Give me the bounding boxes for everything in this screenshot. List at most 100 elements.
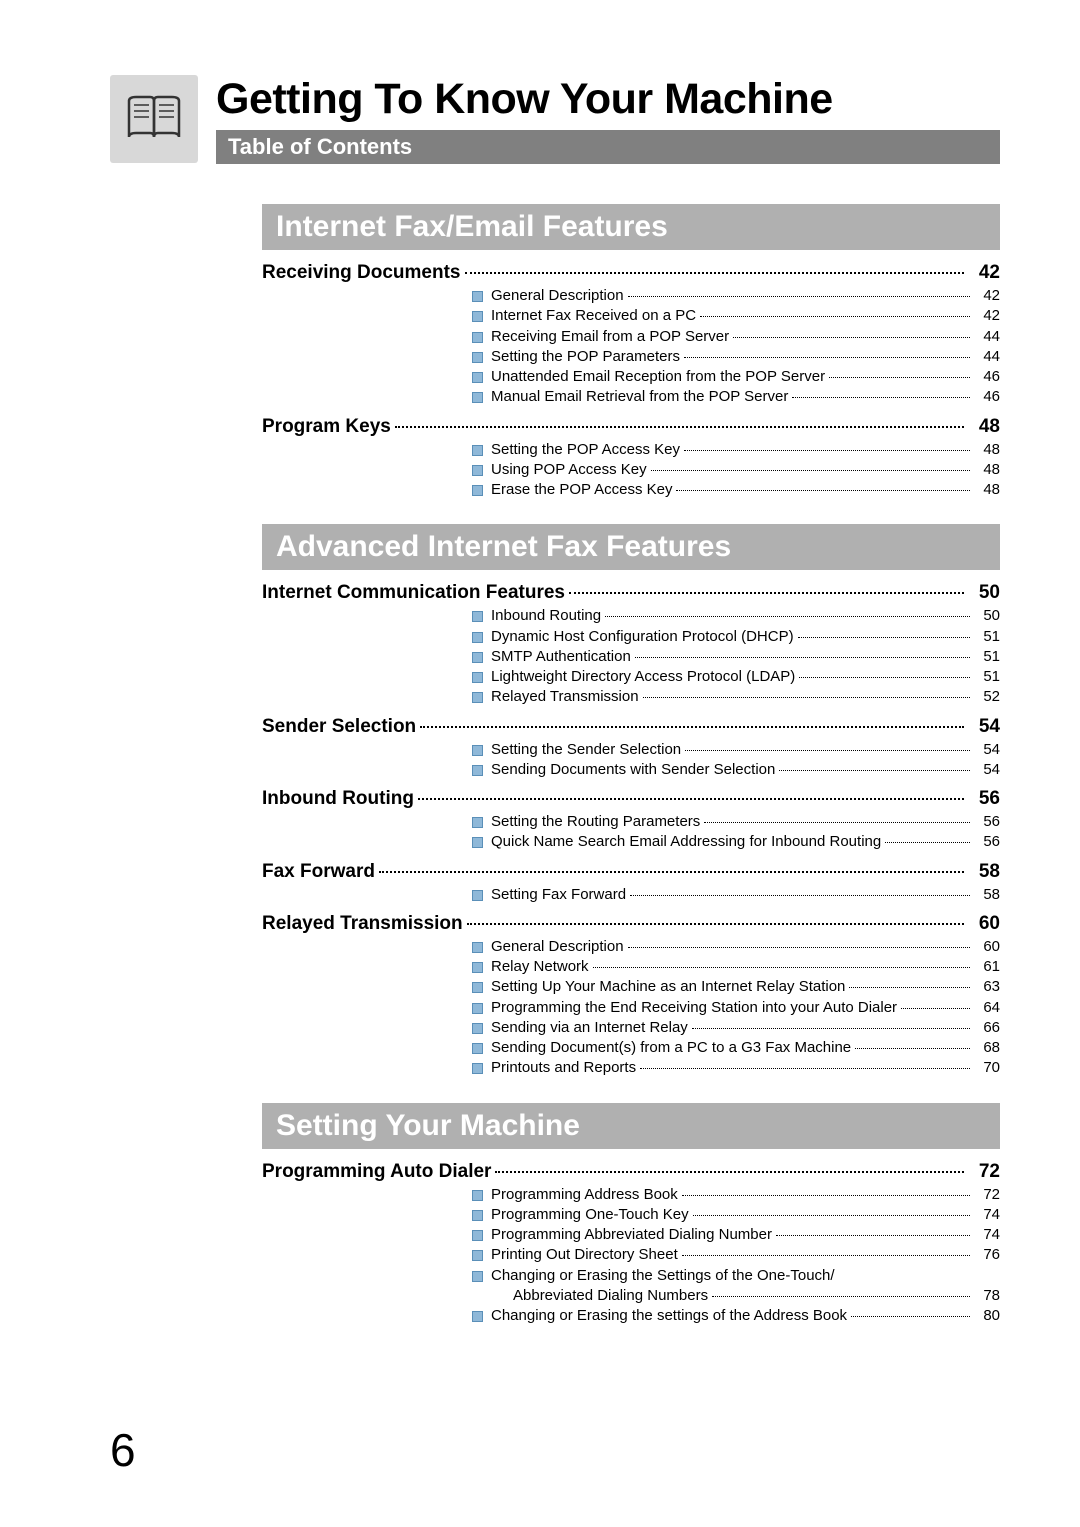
leader-dots (395, 426, 964, 428)
bullet-icon (472, 392, 483, 403)
sub-item-label: Setting the POP Parameters (491, 347, 680, 367)
sub-item-page: 46 (974, 387, 1000, 407)
topic-row[interactable]: Program Keys48 (262, 416, 1000, 438)
topic-row[interactable]: Fax Forward58 (262, 861, 1000, 883)
sub-item-row[interactable]: Printouts and Reports 70 (472, 1058, 1000, 1078)
sub-item-row[interactable]: Sending Documents with Sender Selection 5… (472, 760, 1000, 780)
leader-dots (635, 657, 970, 658)
sub-item-page: 42 (974, 306, 1000, 326)
topic-label: Receiving Documents (262, 262, 461, 284)
sub-item-continuation[interactable]: Abbreviated Dialing Numbers 78 (472, 1286, 1000, 1306)
sub-item-row[interactable]: Quick Name Search Email Addressing for I… (472, 832, 1000, 852)
sub-item-label: Setting the Sender Selection (491, 740, 681, 760)
sub-item-row[interactable]: Setting the POP Access Key48 (472, 440, 1000, 460)
sub-item-row[interactable]: Relay Network61 (472, 957, 1000, 977)
sub-item-row[interactable]: Sending Document(s) from a PC to a G3 Fa… (472, 1038, 1000, 1058)
bullet-icon (472, 1210, 483, 1221)
topic-row[interactable]: Programming Auto Dialer72 (262, 1161, 1000, 1183)
leader-dots (569, 592, 964, 594)
sub-item-label: Dynamic Host Configuration Protocol (DHC… (491, 627, 794, 647)
sub-item-row[interactable]: Internet Fax Received on a PC 42 (472, 306, 1000, 326)
sub-item-page: 74 (974, 1225, 1000, 1245)
topic-row[interactable]: Sender Selection54 (262, 716, 1000, 738)
sub-item-row[interactable]: Programming the End Receiving Station in… (472, 998, 1000, 1018)
topic-label: Program Keys (262, 416, 391, 438)
leader-dots (467, 923, 964, 925)
sub-item-row[interactable]: Setting Up Your Machine as an Internet R… (472, 977, 1000, 997)
bullet-icon (472, 837, 483, 848)
sub-item-row[interactable]: Printing Out Directory Sheet76 (472, 1245, 1000, 1265)
sub-item-row[interactable]: Manual Email Retrieval from the POP Serv… (472, 387, 1000, 407)
sub-item-row[interactable]: Programming Abbreviated Dialing Number74 (472, 1225, 1000, 1245)
topic-row[interactable]: Inbound Routing56 (262, 788, 1000, 810)
sub-item-label: Internet Fax Received on a PC (491, 306, 696, 326)
topic-row[interactable]: Internet Communication Features50 (262, 582, 1000, 604)
leader-dots (885, 842, 970, 843)
topic-row[interactable]: Relayed Transmission60 (262, 913, 1000, 935)
leader-dots (712, 1296, 970, 1297)
topic-page: 50 (968, 582, 1000, 604)
bullet-icon (472, 291, 483, 302)
leader-dots (418, 798, 964, 800)
bullet-icon (472, 1271, 483, 1282)
sub-item-row[interactable]: General Description42 (472, 286, 1000, 306)
leader-dots (851, 1316, 970, 1317)
sub-item-row[interactable]: Erase the POP Access Key48 (472, 480, 1000, 500)
sub-item-page: 78 (974, 1286, 1000, 1306)
sub-item-row[interactable]: Setting the Routing Parameters 56 (472, 812, 1000, 832)
main-title: Getting To Know Your Machine (216, 75, 1000, 124)
sub-item-label: Quick Name Search Email Addressing for I… (491, 832, 881, 852)
sub-item-page: 54 (974, 760, 1000, 780)
sub-item-row[interactable]: Programming Address Book72 (472, 1185, 1000, 1205)
sub-item-row[interactable]: SMTP Authentication51 (472, 647, 1000, 667)
sub-item-label: Relay Network (491, 957, 589, 977)
sub-item-row[interactable]: Dynamic Host Configuration Protocol (DHC… (472, 627, 1000, 647)
sub-item-page: 46 (974, 367, 1000, 387)
sub-item-page: 56 (974, 812, 1000, 832)
sub-item-page: 70 (974, 1058, 1000, 1078)
sub-item-row[interactable]: Inbound Routing50 (472, 606, 1000, 626)
sub-item-row[interactable]: Setting Fax Forward58 (472, 885, 1000, 905)
sub-item-label: Inbound Routing (491, 606, 601, 626)
sub-item-row[interactable]: Sending via an Internet Relay66 (472, 1018, 1000, 1038)
leader-dots (792, 397, 970, 398)
sub-item-label: Setting the Routing Parameters (491, 812, 700, 832)
sub-item-row[interactable]: Receiving Email from a POP Server44 (472, 327, 1000, 347)
sub-item-page: 80 (974, 1306, 1000, 1326)
bullet-icon (472, 1230, 483, 1241)
bullet-icon (472, 1043, 483, 1054)
sub-item-label: Printouts and Reports (491, 1058, 636, 1078)
sub-item-cont-label: Abbreviated Dialing Numbers (491, 1286, 708, 1306)
sub-item-row[interactable]: Using POP Access Key48 (472, 460, 1000, 480)
leader-dots (799, 677, 970, 678)
sub-item-page: 72 (974, 1185, 1000, 1205)
sub-item-row[interactable]: Setting the POP Parameters44 (472, 347, 1000, 367)
sub-item-label: Sending Documents with Sender Selection (491, 760, 775, 780)
topic-page: 72 (968, 1161, 1000, 1183)
leader-dots (379, 871, 964, 873)
sub-item-row[interactable]: Changing or Erasing the settings of the … (472, 1306, 1000, 1326)
bullet-icon (472, 352, 483, 363)
sub-item-row[interactable]: Changing or Erasing the Settings of the … (472, 1266, 1000, 1286)
sub-item-row[interactable]: Lightweight Directory Access Protocol (L… (472, 667, 1000, 687)
topic-row[interactable]: Receiving Documents42 (262, 262, 1000, 284)
topic-label: Relayed Transmission (262, 913, 463, 935)
bullet-icon (472, 982, 483, 993)
bullet-icon (472, 332, 483, 343)
sub-item-label: Programming the End Receiving Station in… (491, 998, 897, 1018)
topic-page: 58 (968, 861, 1000, 883)
sub-item-label: Manual Email Retrieval from the POP Serv… (491, 387, 788, 407)
leader-dots (628, 296, 970, 297)
sub-item-row[interactable]: Relayed Transmission52 (472, 687, 1000, 707)
sub-item-row[interactable]: General Description60 (472, 937, 1000, 957)
book-icon (110, 75, 198, 163)
sub-item-label: Receiving Email from a POP Server (491, 327, 729, 347)
bullet-icon (472, 672, 483, 683)
sub-item-label: Erase the POP Access Key (491, 480, 672, 500)
leader-dots (676, 490, 970, 491)
bullet-icon (472, 1003, 483, 1014)
sub-item-page: 58 (974, 885, 1000, 905)
sub-item-row[interactable]: Setting the Sender Selection54 (472, 740, 1000, 760)
sub-item-row[interactable]: Programming One-Touch Key74 (472, 1205, 1000, 1225)
sub-item-row[interactable]: Unattended Email Reception from the POP … (472, 367, 1000, 387)
